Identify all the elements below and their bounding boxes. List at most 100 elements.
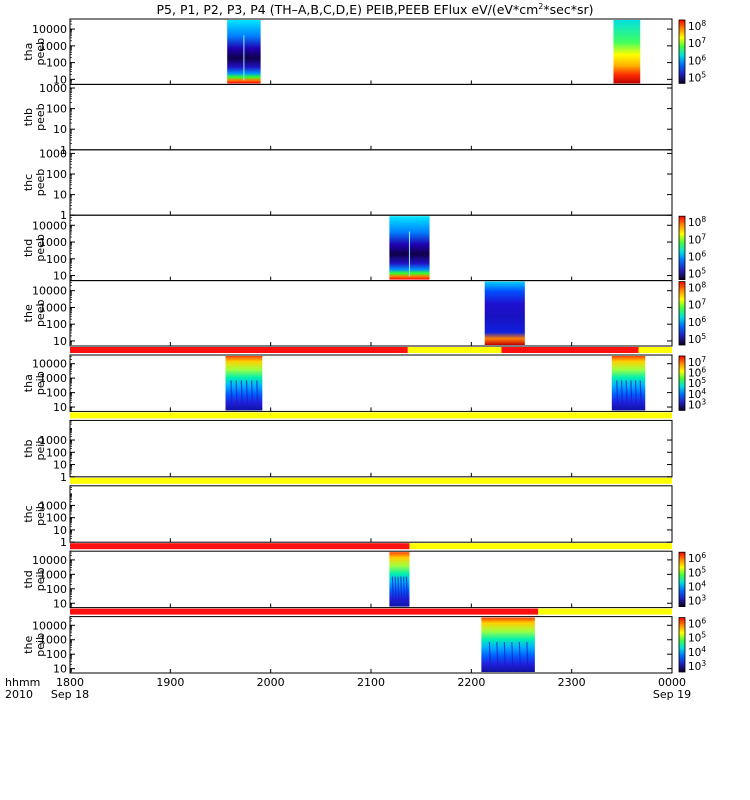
- y-tick-label: 1000: [39, 40, 67, 53]
- texture-streak: [503, 641, 506, 672]
- colorbar-tick-label: 105: [688, 267, 706, 281]
- texture-streak: [230, 380, 233, 410]
- texture-streak: [620, 380, 624, 410]
- texture-streak: [496, 641, 499, 672]
- panel-tha-peeb: 10 100 1000 10000 thapeeb 105 106 107 108: [22, 18, 706, 86]
- panel-frame: [69, 149, 673, 216]
- panel-frame: [69, 616, 673, 674]
- colorbar: [678, 551, 686, 608]
- panel-y-label: thbpeeb: [22, 103, 47, 131]
- colorbar: [678, 19, 686, 84]
- y-tick-label: 100: [46, 168, 67, 181]
- product-name: peeb: [34, 234, 47, 262]
- colorbar-tick-label: 107: [688, 355, 706, 369]
- y-tick-label: 100: [46, 57, 67, 70]
- colorbar-tick-label: 105: [688, 70, 706, 84]
- panel-y-label: thcpeib: [22, 502, 47, 526]
- y-tick-label: 10: [53, 401, 67, 414]
- colorbar-tick-label: 105: [688, 376, 706, 390]
- y-tick-label: 1000: [39, 568, 67, 581]
- y-tick-label: 10: [53, 73, 67, 86]
- colorbar-tick-label: 108: [688, 215, 706, 229]
- y-tick-label: 100: [46, 253, 67, 266]
- panel-frame: [69, 83, 673, 151]
- panel-frame: [69, 354, 673, 412]
- y-tick-label: 10000: [32, 23, 67, 36]
- probe-name: thd: [22, 570, 35, 588]
- y-tick-label: 100: [46, 446, 67, 459]
- y-tick-label: 10: [53, 335, 67, 348]
- product-name: peib: [34, 633, 47, 657]
- x-tick-date: Sep 18: [51, 688, 89, 701]
- probe-name: thc: [22, 505, 35, 522]
- spectrogram-block: [613, 20, 641, 84]
- panel-y-label: thapeib: [22, 371, 47, 395]
- status-segment: [70, 608, 539, 615]
- panel-y-label: thapeeb: [22, 38, 47, 66]
- texture-streak: [240, 380, 243, 410]
- x-tick-label: 2100: [357, 676, 385, 689]
- colorbar-tick-label: 105: [688, 332, 706, 346]
- panel-y-label: thdpeeb: [22, 234, 47, 262]
- texture-streak: [235, 380, 238, 410]
- y-tick-label: 10000: [32, 358, 67, 371]
- y-tick-label: 1000: [39, 236, 67, 249]
- y-tick-label: 1: [60, 471, 67, 484]
- colorbar-tick-label: 106: [688, 551, 706, 565]
- y-tick-label: 10: [53, 123, 67, 136]
- probe-name: the: [22, 304, 35, 322]
- colorbar-tick-label: 107: [688, 232, 706, 246]
- y-tick-label: 10: [53, 270, 67, 283]
- status-segment: [501, 347, 639, 353]
- colorbar-tick-label: 106: [688, 366, 706, 380]
- texture-streak: [625, 380, 628, 410]
- colorbar-tick-label: 107: [688, 36, 706, 50]
- y-tick-label: 10: [53, 189, 67, 202]
- y-tick-label: 100: [46, 583, 67, 596]
- panel-the-peeb: 10 100 1000 10000 thepeeb 105 106 107 108: [22, 280, 706, 348]
- texture-streak: [405, 576, 409, 606]
- colorbar-tick-label: 106: [688, 315, 706, 329]
- panel-y-label: thcpeeb: [22, 169, 47, 197]
- panel-frame: [69, 485, 673, 543]
- panel-thc-peeb: 1 10 100 1000 thcpeeb: [22, 147, 673, 222]
- product-name: peib: [34, 567, 47, 591]
- texture-streak: [511, 641, 514, 672]
- title-rest: *sec*sr): [543, 2, 594, 18]
- probe-name: tha: [22, 43, 35, 61]
- title-main: P5, P1, P2, P3, P4 (TH–A,B,C,D,E) PEIB,P…: [156, 2, 539, 18]
- probe-name: thb: [22, 439, 35, 457]
- colorbar: [678, 617, 686, 673]
- panel-y-label: thepeeb: [22, 300, 47, 328]
- spectrogram-block: [484, 281, 525, 345]
- colorbar-tick-label: 104: [688, 645, 706, 659]
- y-tick-label: 100: [46, 103, 67, 116]
- product-name: peeb: [34, 300, 47, 328]
- texture-streak: [245, 380, 249, 410]
- status-segment: [70, 412, 672, 419]
- texture-streak: [616, 380, 619, 410]
- y-tick-label: 100: [46, 387, 67, 400]
- y-tick-label: 1: [60, 536, 67, 549]
- panel-y-label: thdpeib: [22, 567, 47, 591]
- y-tick-label: 10: [53, 597, 67, 610]
- panel-frame: [69, 18, 673, 85]
- texture-streak: [256, 380, 259, 410]
- product-name: peeb: [34, 38, 47, 66]
- texture-streak: [526, 641, 529, 672]
- texture-streak: [630, 380, 633, 410]
- x-tick-label: 2300: [558, 676, 586, 689]
- colorbar-tick-label: 107: [688, 298, 706, 312]
- chart-title: P5, P1, P2, P3, P4 (TH–A,B,C,D,E) PEIB,P…: [0, 2, 750, 17]
- texture-streak: [394, 576, 397, 606]
- status-segment: [407, 347, 502, 353]
- probe-name: the: [22, 636, 35, 654]
- product-name: peeb: [34, 169, 47, 197]
- colorbar-tick-label: 104: [688, 579, 706, 593]
- x-tick-label: 2000: [257, 676, 285, 689]
- y-tick-label: 10: [53, 524, 67, 537]
- colorbar-tick-label: 105: [688, 565, 706, 579]
